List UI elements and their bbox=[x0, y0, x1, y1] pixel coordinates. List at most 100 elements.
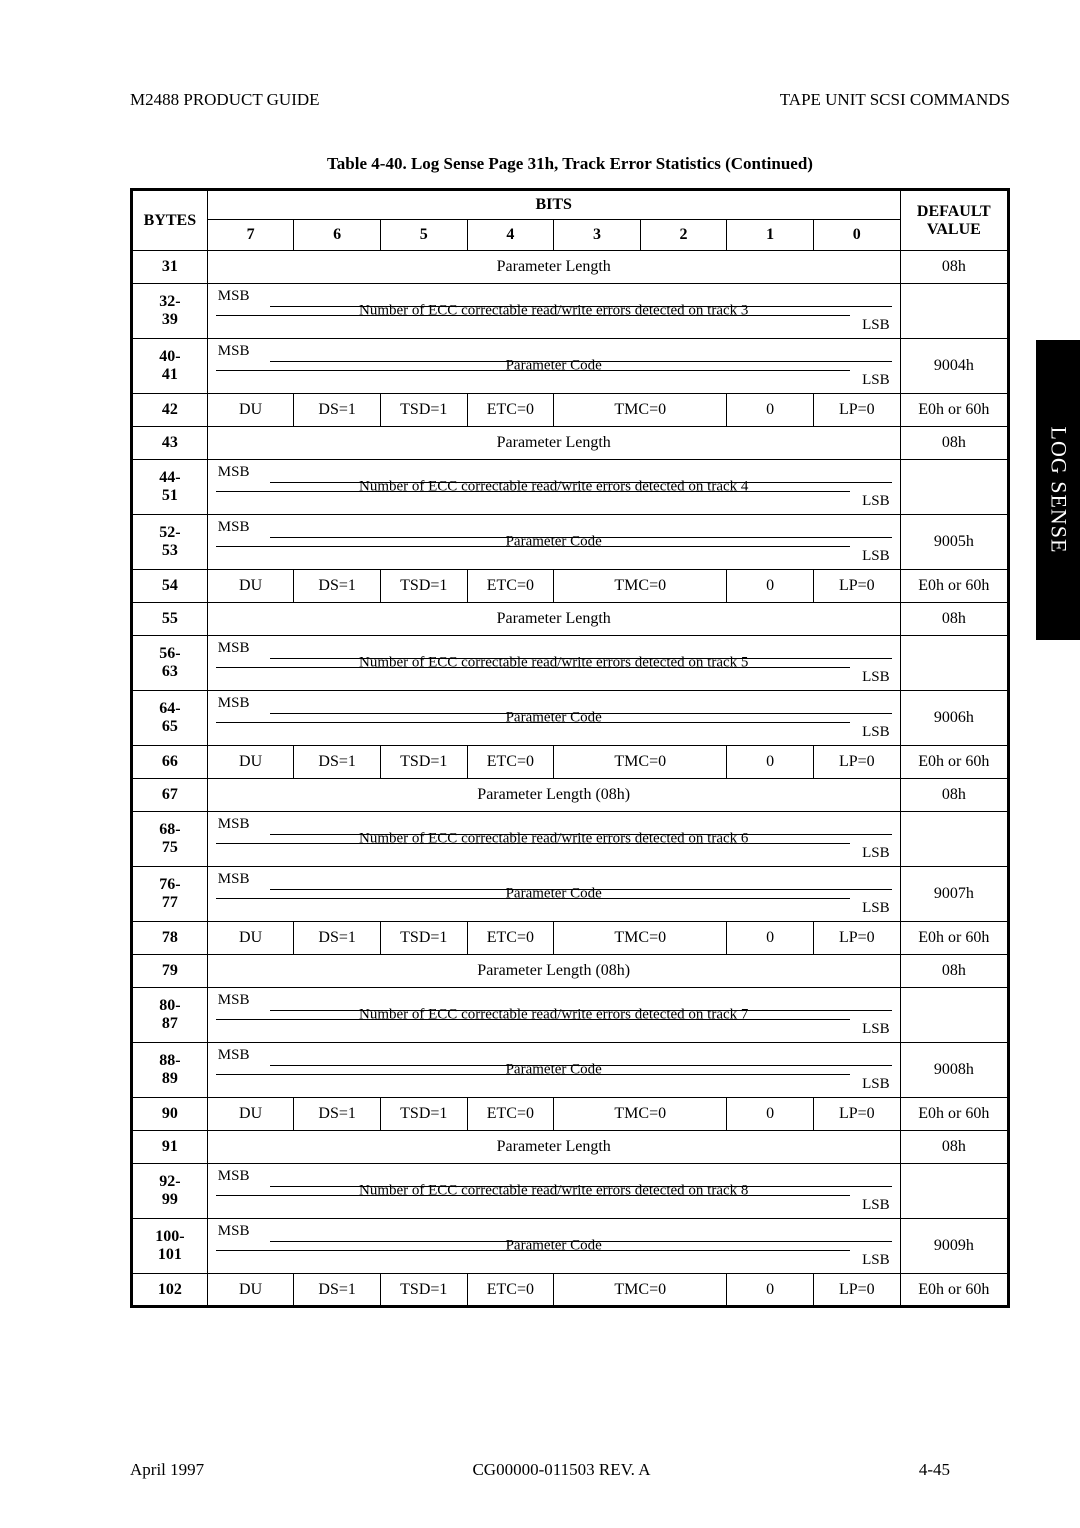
flag-tsd: TSD=1 bbox=[380, 394, 467, 427]
ecc-desc: MSB Number of ECC correctable read/write… bbox=[207, 988, 900, 1043]
bytes-cell: 102 bbox=[132, 1274, 208, 1307]
lsb-label: LSB bbox=[862, 724, 890, 741]
param-length: Parameter Length bbox=[207, 1131, 900, 1164]
default-cell: 9005h bbox=[900, 515, 1008, 570]
flag-zero: 0 bbox=[727, 394, 814, 427]
bytes-cell: 64-65 bbox=[132, 691, 208, 746]
bytes-cell: 92-99 bbox=[132, 1164, 208, 1219]
lsb-label: LSB bbox=[862, 845, 890, 862]
default-cell: 08h bbox=[900, 779, 1008, 812]
msb-label: MSB bbox=[218, 816, 250, 833]
page-footer: April 1997 CG00000-011503 REV. A 4-45 bbox=[130, 1460, 950, 1480]
flag-du: DU bbox=[207, 746, 294, 779]
msb-label: MSB bbox=[218, 464, 250, 481]
msb-lsb-desc: Parameter Code bbox=[506, 534, 602, 551]
lsb-label: LSB bbox=[862, 493, 890, 510]
bit-col-1: 1 bbox=[727, 220, 814, 251]
flag-ds: DS=1 bbox=[294, 394, 381, 427]
default-cell: 9008h bbox=[900, 1043, 1008, 1098]
flag-etc: ETC=0 bbox=[467, 1274, 554, 1307]
table-head: BYTES BITS DEFAULT VALUE 76543210 bbox=[132, 190, 1009, 251]
msb-lsb-desc: Parameter Code bbox=[506, 1062, 602, 1079]
bytes-cell: 43 bbox=[132, 427, 208, 460]
flag-ds: DS=1 bbox=[294, 922, 381, 955]
default-cell: E0h or 60h bbox=[900, 394, 1008, 427]
bit-col-7: 7 bbox=[207, 220, 294, 251]
bytes-cell: 54 bbox=[132, 570, 208, 603]
lsb-label: LSB bbox=[862, 372, 890, 389]
flag-tmc: TMC=0 bbox=[554, 922, 727, 955]
bytes-cell: 76-77 bbox=[132, 867, 208, 922]
default-cell: 9009h bbox=[900, 1219, 1008, 1274]
default-cell: E0h or 60h bbox=[900, 1098, 1008, 1131]
msb-lsb-desc: Parameter Code bbox=[506, 358, 602, 375]
msb-lsb-desc: Parameter Code bbox=[506, 1238, 602, 1255]
msb-lsb-desc: Number of ECC correctable read/write err… bbox=[359, 655, 748, 672]
bytes-cell: 79 bbox=[132, 955, 208, 988]
param-code: MSB Parameter Code LSB bbox=[207, 867, 900, 922]
track-error-table: BYTES BITS DEFAULT VALUE 76543210 31 Par… bbox=[130, 188, 1010, 1308]
footer-date: April 1997 bbox=[130, 1460, 204, 1480]
flag-etc: ETC=0 bbox=[467, 922, 554, 955]
bytes-cell: 88-89 bbox=[132, 1043, 208, 1098]
flag-lp: LP=0 bbox=[813, 1274, 900, 1307]
ecc-desc: MSB Number of ECC correctable read/write… bbox=[207, 460, 900, 515]
flag-lp: LP=0 bbox=[813, 394, 900, 427]
default-cell bbox=[900, 636, 1008, 691]
param-code: MSB Parameter Code LSB bbox=[207, 515, 900, 570]
param-code: MSB Parameter Code LSB bbox=[207, 339, 900, 394]
default-cell: 08h bbox=[900, 427, 1008, 460]
default-cell: 9007h bbox=[900, 867, 1008, 922]
msb-label: MSB bbox=[218, 519, 250, 536]
lsb-label: LSB bbox=[862, 1076, 890, 1093]
flag-lp: LP=0 bbox=[813, 1098, 900, 1131]
bytes-cell: 56-63 bbox=[132, 636, 208, 691]
flag-tmc: TMC=0 bbox=[554, 1274, 727, 1307]
bit-col-6: 6 bbox=[294, 220, 381, 251]
footer-page: 4-45 bbox=[919, 1460, 950, 1480]
bit-col-4: 4 bbox=[467, 220, 554, 251]
param-length: Parameter Length bbox=[207, 603, 900, 636]
bytes-cell: 66 bbox=[132, 746, 208, 779]
default-cell: E0h or 60h bbox=[900, 1274, 1008, 1307]
lsb-label: LSB bbox=[862, 669, 890, 686]
flag-du: DU bbox=[207, 394, 294, 427]
msb-label: MSB bbox=[218, 1168, 250, 1185]
header-right: TAPE UNIT SCSI COMMANDS bbox=[780, 90, 1010, 110]
msb-lsb-desc: Parameter Code bbox=[506, 886, 602, 903]
param-code: MSB Parameter Code LSB bbox=[207, 1043, 900, 1098]
bytes-cell: 32-39 bbox=[132, 284, 208, 339]
flag-zero: 0 bbox=[727, 1098, 814, 1131]
param-length: Parameter Length bbox=[207, 427, 900, 460]
msb-label: MSB bbox=[218, 343, 250, 360]
default-cell: 08h bbox=[900, 251, 1008, 284]
bytes-cell: 67 bbox=[132, 779, 208, 812]
flag-tsd: TSD=1 bbox=[380, 1274, 467, 1307]
flag-ds: DS=1 bbox=[294, 1098, 381, 1131]
flag-zero: 0 bbox=[727, 1274, 814, 1307]
param-length: Parameter Length (08h) bbox=[207, 779, 900, 812]
flag-du: DU bbox=[207, 570, 294, 603]
msb-lsb-desc: Number of ECC correctable read/write err… bbox=[359, 1183, 748, 1200]
lsb-label: LSB bbox=[862, 1252, 890, 1269]
flag-etc: ETC=0 bbox=[467, 746, 554, 779]
default-cell: 9006h bbox=[900, 691, 1008, 746]
flag-zero: 0 bbox=[727, 746, 814, 779]
flag-lp: LP=0 bbox=[813, 922, 900, 955]
ecc-desc: MSB Number of ECC correctable read/write… bbox=[207, 636, 900, 691]
ecc-desc: MSB Number of ECC correctable read/write… bbox=[207, 1164, 900, 1219]
flag-zero: 0 bbox=[727, 922, 814, 955]
flag-tmc: TMC=0 bbox=[554, 1098, 727, 1131]
ecc-desc: MSB Number of ECC correctable read/write… bbox=[207, 284, 900, 339]
lsb-label: LSB bbox=[862, 548, 890, 565]
page-header: M2488 PRODUCT GUIDE TAPE UNIT SCSI COMMA… bbox=[130, 90, 1010, 110]
section-tab-label: LOG SENSE bbox=[1045, 427, 1071, 554]
flag-tmc: TMC=0 bbox=[554, 746, 727, 779]
msb-label: MSB bbox=[218, 992, 250, 1009]
flag-ds: DS=1 bbox=[294, 1274, 381, 1307]
lsb-label: LSB bbox=[862, 317, 890, 334]
msb-label: MSB bbox=[218, 871, 250, 888]
default-cell: E0h or 60h bbox=[900, 922, 1008, 955]
flag-du: DU bbox=[207, 1274, 294, 1307]
msb-label: MSB bbox=[218, 695, 250, 712]
